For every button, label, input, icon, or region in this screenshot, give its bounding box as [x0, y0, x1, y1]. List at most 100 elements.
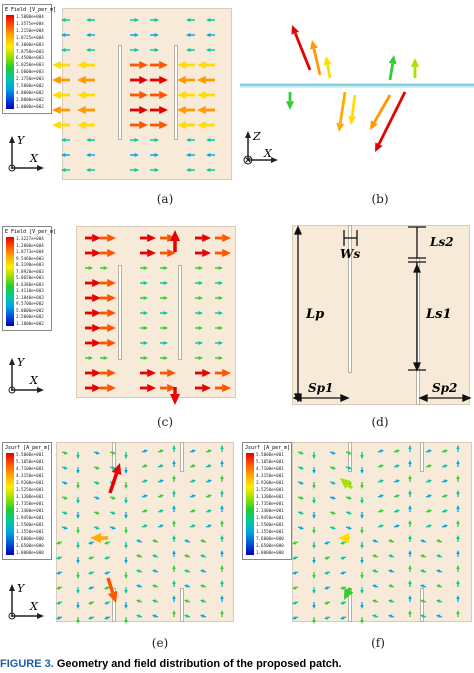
field-arrow — [327, 586, 331, 589]
field-arrow-head — [167, 384, 176, 392]
field-arrow-head — [220, 535, 224, 539]
slot-f-right-bottom — [420, 588, 424, 622]
field-arrow-head — [372, 614, 377, 618]
field-arrow-head — [191, 479, 196, 483]
field-arrow-head — [76, 605, 80, 609]
field-arrow-head — [154, 153, 159, 157]
field-arrow-head — [220, 490, 224, 494]
field-arrow — [203, 555, 207, 558]
field-arrow-head — [104, 541, 109, 545]
field-arrow-head — [427, 464, 432, 468]
field-arrow — [441, 525, 445, 528]
field-arrow-head — [95, 451, 100, 455]
field-arrow-head — [61, 18, 66, 22]
caption-f: (f) — [371, 636, 385, 650]
field-arrow — [189, 510, 193, 513]
field-arrow-head — [172, 580, 176, 584]
field-arrow-head — [299, 496, 304, 500]
field-arrow-head — [159, 76, 168, 84]
field-arrow — [187, 570, 191, 573]
field-arrow-head — [347, 466, 352, 470]
field-arrow-head — [76, 590, 80, 594]
field-arrow — [375, 540, 379, 543]
field-arrow-head — [312, 590, 316, 594]
legend-value: 7.6000e+000 — [16, 535, 44, 541]
field-arrow-head — [63, 526, 68, 530]
legend-title-f: Jsurf [A_per_m] — [245, 445, 291, 451]
legend-value: 3.1300e+001 — [256, 493, 284, 499]
dim-ls2-label: Ls2 — [429, 235, 454, 249]
field-arrow — [139, 600, 143, 603]
caption-b: (b) — [371, 192, 389, 206]
field-arrow — [441, 510, 445, 513]
field-arrow-head — [124, 500, 128, 504]
field-arrow — [393, 450, 397, 453]
current-arrows-e — [56, 445, 224, 624]
field-arrow-head — [172, 565, 176, 569]
field-arrow-head — [92, 324, 101, 332]
dim-ws-label: Ws — [340, 247, 360, 261]
field-arrow-head — [456, 595, 460, 599]
field-arrow — [393, 495, 397, 498]
panel-b: Z X (b) — [240, 0, 474, 215]
field-arrow — [205, 495, 209, 498]
field-arrow — [91, 601, 95, 604]
field-arrow — [343, 601, 347, 604]
field-arrow — [377, 465, 381, 468]
legend-value: 3.6500e+000 — [16, 542, 44, 548]
slot-a-right — [174, 45, 178, 140]
field-arrow-head — [218, 341, 223, 345]
field-arrow — [391, 570, 395, 573]
figure-caption: FIGURE 3. Geometry and field distributio… — [0, 658, 474, 670]
field-arrow-head — [197, 76, 206, 84]
patch-e — [56, 442, 234, 622]
field-arrow-head — [76, 485, 80, 489]
field-arrow-head — [143, 296, 148, 300]
field-arrow-head — [456, 475, 460, 479]
field-arrow — [139, 540, 143, 543]
caption-e: (e) — [151, 636, 169, 650]
field-arrow — [59, 616, 63, 619]
field-arrow-head — [134, 138, 139, 142]
field-arrow-head — [124, 560, 128, 564]
field-arrow-head — [111, 526, 116, 530]
field-arrow-head — [163, 266, 168, 270]
field-arrow-head — [111, 496, 116, 500]
panel-a: E Field [V_per_m] 1.5000e+004 1.3575e+004… — [0, 0, 240, 215]
field-arrow — [393, 465, 397, 468]
field-arrow-head — [388, 584, 393, 588]
field-arrow-head — [191, 509, 196, 513]
field-arrow-head — [360, 620, 364, 624]
legend-value: 6.4500e+003 — [16, 55, 44, 61]
field-arrow-head — [292, 616, 297, 620]
field-arrow-head — [408, 445, 412, 449]
field-arrow — [107, 556, 111, 559]
field-arrow — [61, 466, 65, 469]
field-arrow-head — [324, 541, 329, 545]
field-arrow-head — [220, 445, 224, 449]
field-arrow-head — [86, 18, 91, 22]
field-arrow-head — [88, 586, 93, 590]
axes-indicator-b: Z X — [243, 130, 278, 165]
field-arrow-head — [427, 449, 432, 453]
field-arrow — [295, 601, 299, 604]
field-arrow-head — [147, 234, 156, 242]
field-arrow-head — [218, 326, 223, 330]
field-arrow-head — [143, 509, 148, 513]
field-arrow-head — [360, 590, 364, 594]
field-arrow-head — [76, 455, 80, 459]
field-arrow-head — [198, 266, 203, 270]
legend-colorbar-e — [6, 453, 14, 555]
field-arrow-head — [379, 494, 384, 498]
field-arrow-head — [198, 356, 203, 360]
caption-a: (a) — [156, 192, 174, 206]
field-arrow — [439, 570, 443, 573]
field-arrow — [59, 586, 63, 589]
field-arrow-head — [360, 530, 364, 534]
field-arrow-head — [124, 575, 128, 579]
field-arrow-head — [177, 121, 186, 129]
axis-x-label-c: X — [29, 374, 39, 387]
field-arrow — [109, 451, 113, 454]
field-arrow-head — [95, 481, 100, 485]
field-arrow-head — [143, 281, 148, 285]
